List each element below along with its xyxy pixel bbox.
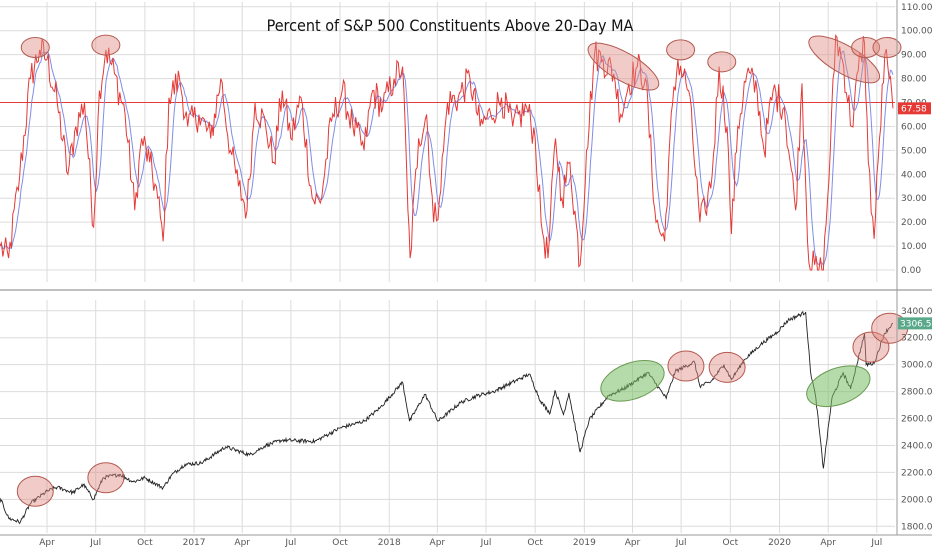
x-tick-label: 2017	[183, 538, 206, 548]
x-tick-label: Jul	[89, 538, 101, 548]
top-y-tick-label: 110.00	[901, 3, 932, 13]
x-tick-label: Oct	[137, 538, 153, 548]
red-highlight-ellipse	[708, 351, 746, 383]
chart-title: Percent of S&P 500 Constituents Above 20…	[267, 16, 634, 35]
x-tick-label: Jul	[284, 538, 296, 548]
bottom-y-tick-label: 2400.00	[901, 441, 932, 451]
x-tick-label: Jul	[675, 538, 687, 548]
bottom-y-tick-label: 1800.00	[901, 522, 932, 532]
bottom-y-tick-label: 2200.00	[901, 468, 932, 478]
top-y-tick-label: 0.00	[901, 266, 921, 276]
x-tick-label: Oct	[527, 538, 543, 548]
bottom-y-tick-label: 2000.00	[901, 495, 932, 505]
bottom-y-tick-label: 2600.00	[901, 415, 932, 425]
x-tick-label: 2018	[378, 538, 401, 548]
bottom-y-tick-label: 3400.00	[901, 307, 932, 317]
top-y-tick-label: 30.00	[901, 194, 927, 204]
x-tick-label: Apr	[430, 538, 446, 548]
green-highlight-ellipse	[806, 365, 871, 408]
red-highlight-ellipse	[87, 462, 125, 494]
red-highlight-ellipse	[707, 51, 737, 73]
bottom-y-tick-label: 2800.00	[901, 388, 932, 398]
top-last-value-label: 67.58	[901, 104, 927, 114]
top-y-tick-label: 20.00	[901, 218, 927, 228]
x-tick-label: 2020	[768, 538, 791, 548]
bottom-last-value-label: 3306.51	[900, 319, 932, 329]
x-tick-label: Apr	[39, 538, 55, 548]
bottom-last-value-badge	[898, 317, 932, 330]
red-highlight-ellipse	[667, 350, 705, 382]
x-tick-label: Jul	[870, 538, 882, 548]
red-highlight-ellipse	[587, 42, 660, 91]
red-highlight-ellipse	[872, 36, 902, 58]
x-tick-label: Oct	[332, 538, 348, 548]
top-y-tick-label: 50.00	[901, 146, 927, 156]
top-y-tick-label: 90.00	[901, 51, 927, 61]
green-highlight-ellipse	[600, 359, 665, 402]
top-y-tick-label: 80.00	[901, 75, 927, 85]
red-highlight-ellipse	[851, 36, 881, 58]
red-highlight-ellipse	[20, 36, 50, 58]
top-y-tick-label: 60.00	[901, 122, 927, 132]
series-percent-above-ma-line	[0, 34, 894, 271]
top-last-value-badge	[898, 102, 931, 115]
x-tick-label: Apr	[625, 538, 641, 548]
red-highlight-ellipse	[852, 331, 890, 363]
x-tick-label: Apr	[820, 538, 836, 548]
top-y-tick-label: 100.00	[901, 27, 932, 37]
red-highlight-ellipse	[91, 34, 121, 56]
x-tick-label: 2019	[573, 538, 596, 548]
bottom-y-tick-label: 3200.00	[901, 334, 932, 344]
red-highlight-ellipse	[16, 475, 54, 507]
bottom-y-tick-label: 3000.00	[901, 361, 932, 371]
top-y-tick-label: 10.00	[901, 242, 927, 252]
red-highlight-ellipse	[666, 39, 696, 61]
series-moving-average-line	[0, 50, 894, 267]
x-tick-label: Apr	[234, 538, 250, 548]
x-tick-label: Jul	[480, 538, 492, 548]
x-tick-label: Oct	[723, 538, 739, 548]
top-y-tick-label: 40.00	[901, 170, 927, 180]
